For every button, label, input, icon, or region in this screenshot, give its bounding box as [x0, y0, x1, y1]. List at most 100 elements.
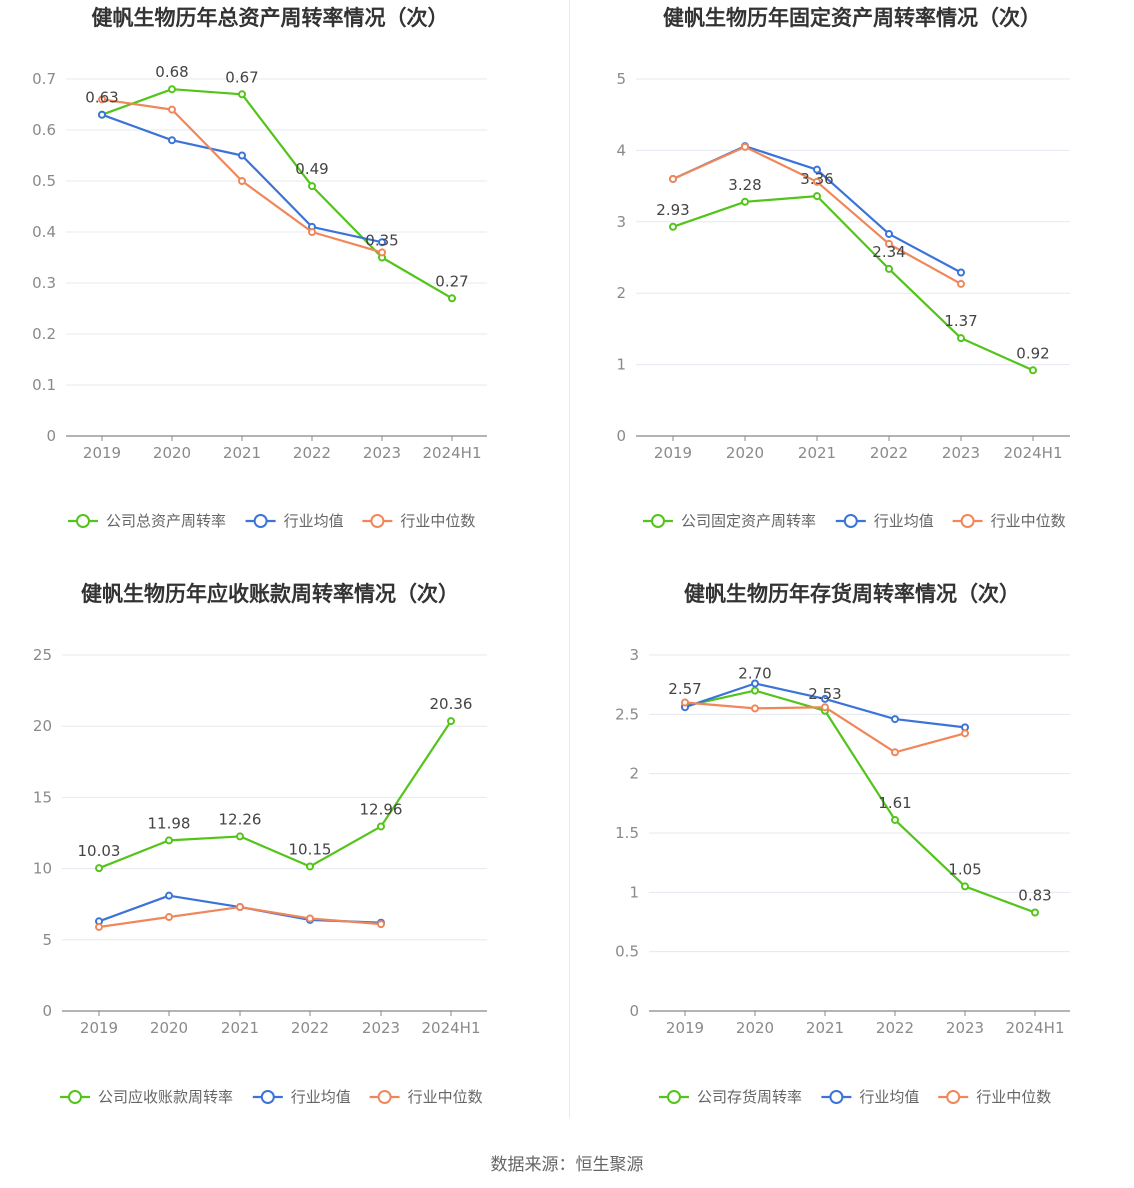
y-tick-label: 2 [616, 284, 626, 302]
y-tick-label: 0.5 [32, 172, 56, 190]
data-point [306, 914, 314, 923]
legend-item[interactable]: 行业中位数 [952, 512, 1066, 530]
data-point [448, 294, 456, 303]
data-label: 0.63 [85, 89, 118, 107]
legend-item[interactable]: 公司总资产周转率 [68, 512, 226, 530]
data-label: 10.03 [78, 842, 121, 860]
data-label: 2.70 [738, 665, 771, 683]
data-point [95, 864, 103, 873]
chart-title: 健帆生物历年总资产周转率情况（次） [92, 6, 449, 30]
x-tick-label: 2022 [291, 1019, 329, 1037]
data-point [957, 268, 965, 277]
data-point [961, 729, 969, 738]
legend-label: 行业均值 [291, 1088, 351, 1106]
legend-label: 公司固定资产周转率 [681, 512, 816, 530]
data-point [98, 110, 106, 119]
legend-marker-icon [829, 1090, 844, 1104]
data-label: 0.27 [435, 272, 468, 290]
data-point [95, 922, 103, 931]
y-tick-label: 1.5 [615, 824, 639, 842]
legend-marker-icon [377, 1090, 392, 1104]
legend-item[interactable]: 公司存货周转率 [659, 1088, 802, 1106]
chart-title: 健帆生物历年固定资产周转率情况（次） [663, 6, 1041, 30]
legend-marker-icon [667, 1090, 681, 1104]
x-tick-label: 2021 [798, 444, 836, 462]
data-label: 0.83 [1018, 887, 1051, 905]
legend-item[interactable]: 公司固定资产周转率 [643, 512, 816, 530]
y-tick-label: 0 [616, 427, 626, 445]
data-point [751, 686, 759, 695]
legend-label: 行业中位数 [976, 1088, 1051, 1106]
data-point [447, 717, 455, 726]
legend-item[interactable]: 公司应收账款周转率 [60, 1088, 233, 1106]
data-point [168, 136, 176, 145]
data-point [238, 177, 246, 185]
data-label: 0.49 [295, 160, 328, 178]
data-label: 0.67 [225, 68, 258, 86]
y-tick-label: 0 [42, 1002, 52, 1020]
y-tick-label: 0.2 [32, 325, 56, 343]
legend-marker-icon [260, 1090, 275, 1104]
y-tick-label: 0.1 [32, 376, 56, 394]
data-point [377, 822, 385, 831]
legend-label: 行业中位数 [408, 1088, 483, 1106]
chart-title: 健帆生物历年存货周转率情况（次） [684, 582, 1020, 606]
legend-item[interactable]: 行业均值 [835, 512, 934, 530]
legend-item[interactable]: 行业均值 [821, 1088, 919, 1106]
legend-label: 行业中位数 [991, 512, 1066, 530]
data-label: 12.96 [360, 800, 403, 818]
x-tick-label: 2023 [362, 1019, 400, 1037]
y-tick-label: 1 [629, 883, 639, 901]
legend-item[interactable]: 行业中位数 [362, 512, 475, 530]
legend-label: 公司总资产周转率 [106, 512, 226, 530]
x-tick-label: 2024H1 [1006, 1019, 1065, 1037]
chart-title: 健帆生物历年应收账款周转率情况（次） [81, 582, 459, 606]
legend-item[interactable]: 行业均值 [245, 512, 344, 530]
legend-marker-icon [253, 514, 268, 528]
panel-divider [569, 0, 570, 1118]
data-point [961, 882, 969, 891]
data-point [741, 197, 749, 206]
data-label: 0.92 [1016, 344, 1049, 362]
data-point [669, 174, 677, 183]
x-tick-label: 2020 [736, 1019, 774, 1037]
y-tick-label: 0 [46, 427, 56, 445]
data-point [751, 704, 759, 713]
data-point [168, 85, 176, 94]
x-tick-label: 2024H1 [1004, 444, 1063, 462]
data-point [236, 903, 244, 912]
data-point [821, 694, 829, 703]
x-tick-label: 2019 [666, 1019, 704, 1037]
x-tick-label: 2023 [942, 444, 980, 462]
data-point [308, 228, 316, 236]
data-point [751, 679, 759, 688]
data-point [165, 891, 173, 900]
y-tick-label: 15 [33, 788, 52, 806]
data-point [378, 248, 386, 257]
x-tick-label: 2022 [876, 1019, 914, 1037]
x-tick-label: 2019 [80, 1019, 118, 1037]
legend-item[interactable]: 行业均值 [252, 1088, 351, 1106]
data-point [813, 192, 821, 201]
data-point [885, 239, 893, 248]
x-tick-label: 2019 [654, 444, 692, 462]
data-point [813, 177, 821, 186]
y-tick-label: 2 [629, 765, 639, 783]
legend-marker-icon [651, 514, 665, 528]
x-tick-label: 2022 [293, 444, 331, 462]
data-label: 12.26 [219, 810, 262, 828]
legend-marker-icon [370, 514, 385, 528]
data-label: 3.28 [728, 176, 761, 194]
x-tick-label: 2021 [806, 1019, 844, 1037]
data-point [1029, 366, 1037, 375]
legend-item[interactable]: 行业中位数 [369, 1088, 483, 1106]
data-label: 0.35 [365, 232, 398, 250]
data-point [891, 715, 899, 724]
data-point [1031, 908, 1039, 917]
legend-label: 行业中位数 [400, 512, 475, 530]
y-tick-label: 0 [629, 1002, 639, 1020]
x-tick-label: 2024H1 [423, 444, 482, 462]
series-line [101, 88, 453, 300]
data-label: 2.34 [872, 243, 905, 261]
legend-item[interactable]: 行业中位数 [938, 1088, 1051, 1106]
